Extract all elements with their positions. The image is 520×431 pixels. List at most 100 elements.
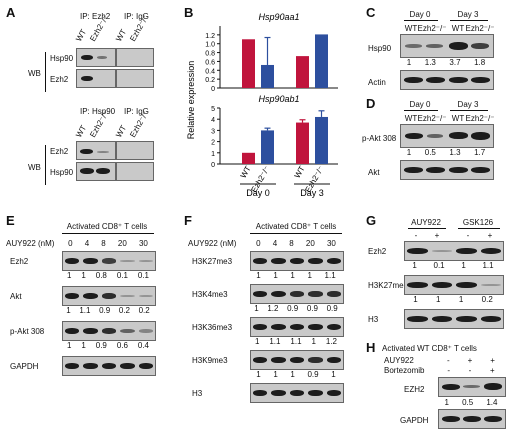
blot (62, 321, 156, 341)
wb-label: WB (28, 69, 41, 78)
lane-label: WT (74, 123, 89, 139)
y-tick-label: 1.0 (205, 42, 215, 49)
y-tick-label: 0.6 (205, 59, 215, 66)
wb-label: WB (28, 163, 41, 172)
row-label: Akt (368, 168, 380, 177)
lane-label: WT (74, 27, 89, 43)
row-label: GAPDH (10, 362, 39, 371)
bar-chart-panel-b: Hsp90aa1 0 0.2 0.4 0.60.8 1.0 1.2 Hsp90ab1 0 1 2 3 4… (186, 12, 338, 198)
lane-label: Ezh2⁻/⁻ (465, 114, 495, 123)
blot (250, 383, 344, 403)
y-tick-label: 3 (211, 128, 215, 135)
panel-letter-e: E (6, 213, 15, 228)
bracket (45, 145, 46, 185)
quant-row: 1 1 0.9 0.6 0.4 (66, 341, 149, 350)
group-label: AUY922 (411, 218, 441, 227)
sign: - (414, 231, 418, 240)
blot (404, 241, 504, 261)
dose-row: 0 4 8 20 30 (68, 239, 148, 248)
sign: + (434, 231, 440, 240)
lane-label: WT (404, 114, 418, 123)
bar (242, 39, 255, 88)
bar (261, 64, 274, 88)
blot (76, 69, 116, 88)
sign: + (487, 231, 493, 240)
row-label: H3K27me3 (368, 281, 409, 290)
row-label: H3K4me3 (192, 290, 228, 299)
treatment-label: Bortezomib (384, 366, 425, 375)
y-tick-label: 5 (211, 106, 215, 113)
y-tick-label: 0 (211, 162, 215, 169)
blot (404, 275, 504, 295)
row-label: GAPDH (400, 416, 429, 425)
bar (296, 56, 309, 88)
panel-letter-a: A (6, 5, 16, 20)
panel-letter-d: D (366, 96, 376, 111)
y-tick-label: 0.8 (205, 51, 215, 58)
blot (62, 356, 156, 376)
blot (400, 34, 494, 58)
dose-row: 0 4 8 20 30 (256, 239, 336, 248)
quant-row: 1 1.2 0.9 0.9 0.9 (254, 304, 338, 313)
blot (400, 70, 494, 90)
row-label: Ezh2 (368, 247, 387, 256)
blot (404, 309, 504, 329)
quant-row: 1 1 1 1 1.1 (256, 271, 336, 280)
ip-label: IP: Ezh2 (80, 12, 111, 21)
blot (116, 141, 154, 160)
lane-label: WT (114, 123, 129, 139)
sign-row: - - + (447, 366, 495, 375)
blot (250, 317, 344, 337)
y-tick-label: 2 (211, 140, 215, 147)
row-label: H3 (368, 315, 379, 324)
bar (315, 116, 328, 164)
sign-row: - + + (446, 356, 495, 365)
lane-label: WT (451, 24, 465, 33)
quant-row: 1 1 1 0.9 1 (256, 370, 336, 379)
panel-letter-f: F (184, 213, 192, 228)
quant-row: 1 1.3 3.7 1.8 (406, 58, 486, 67)
dose-label: AUY922 (nM) (6, 239, 55, 248)
blot (116, 162, 154, 181)
quant-row: 1 0.1 1 1.1 (412, 261, 494, 270)
group-label: GSK126 (462, 218, 494, 227)
row-label: Hsp90 (368, 44, 392, 53)
blot (62, 286, 156, 306)
row-label: H3K27me3 (192, 257, 233, 266)
blot (400, 160, 494, 180)
bar (296, 122, 309, 164)
panel-title: Activated WT CD8⁺ T cells (382, 344, 477, 353)
row-label: Ezh2 (50, 147, 69, 156)
treatment-label: AUY922 (384, 356, 414, 365)
blot (62, 251, 156, 271)
lane-label: WT (451, 114, 465, 123)
row-label: p-Akt 308 (10, 327, 45, 336)
blot (438, 409, 506, 429)
y-tick-label: 1.2 (205, 33, 215, 40)
row-label: p-Akt 308 (362, 134, 397, 143)
quant-row: 1 1.1 1.1 1 1.2 (254, 337, 337, 346)
quant-row: 1 1 0.8 0.1 0.1 (66, 271, 149, 280)
blot (76, 141, 116, 160)
y-tick-label: 4 (211, 117, 215, 124)
x-tick-label: WT (239, 164, 253, 179)
quant-row: 1 0.5 1.4 (444, 398, 498, 407)
row-label: H3K9me3 (192, 356, 228, 365)
bar (242, 152, 255, 164)
bar (315, 34, 328, 88)
blot (76, 48, 116, 67)
y-tick-label: 1 (211, 151, 215, 158)
blot (438, 377, 506, 397)
lane-label: Ezh2⁻/⁻ (417, 24, 447, 33)
ip-label: IP: IgG (124, 107, 149, 116)
row-label: H3K36me3 (192, 323, 233, 332)
panel-title: Activated CD8⁺ T cells (255, 222, 337, 231)
chart-title: Hsp90aa1 (258, 12, 299, 22)
day-label: Day 0 (409, 100, 431, 109)
x-category-label: Day 0 (246, 188, 270, 198)
panel-letter-g: G (366, 213, 377, 228)
bar (261, 130, 274, 164)
ip-label: IP: Hsp90 (80, 107, 116, 116)
day-label: Day 3 (457, 10, 479, 19)
y-axis-label: Relative expression (186, 61, 196, 140)
